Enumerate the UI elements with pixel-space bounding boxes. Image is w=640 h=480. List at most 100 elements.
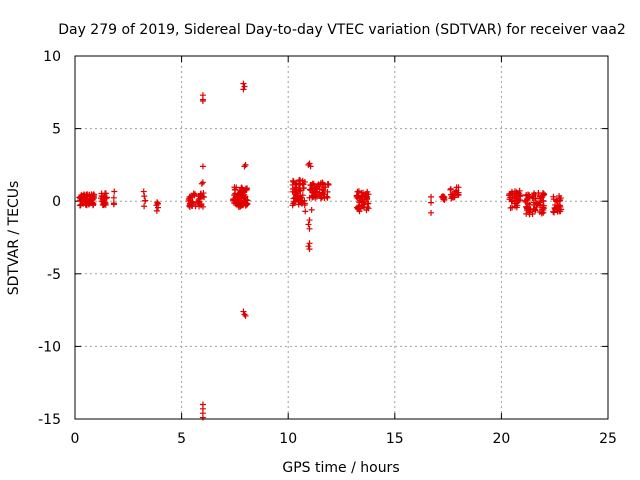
data-point [299,177,306,184]
data-point [82,200,89,207]
data-point [354,194,361,201]
data-point [360,189,367,196]
data-point [142,197,149,204]
y-tick-label: 0 [52,194,61,210]
data-point [301,201,308,208]
y-tick-label: 10 [43,49,61,65]
data-point [507,190,514,197]
data-point [199,98,206,105]
data-point [523,210,530,217]
data-point [438,193,445,200]
data-point [447,185,454,192]
data-point [428,199,435,206]
data-point [76,202,83,209]
data-point [240,86,247,93]
data-point [540,204,547,211]
data-point [237,194,244,201]
data-point [141,193,148,200]
data-point [552,206,559,213]
data-point [154,199,161,206]
data-point [187,198,194,205]
data-point [102,200,109,207]
data-point [556,193,563,200]
data-points [76,80,565,421]
data-point [290,200,297,207]
data-point [299,192,306,199]
data-point [306,246,313,253]
data-point [550,193,557,200]
data-point [555,202,562,209]
data-point [364,200,371,207]
data-point [232,190,239,197]
data-point [110,201,117,208]
data-point [306,160,313,167]
data-point [309,187,316,194]
chart-title: Day 279 of 2019, Sidereal Day-to-day VTE… [58,22,626,38]
data-point [525,193,532,200]
plot-frame [74,55,609,420]
data-point [526,201,533,208]
data-point [241,311,248,318]
data-point [292,190,299,197]
data-point [240,191,247,198]
data-point [90,201,97,208]
data-point [199,163,206,170]
data-point [538,210,545,217]
data-point [324,194,331,201]
data-point [290,177,297,184]
data-point [296,181,303,188]
y-tick-label: -15 [38,412,61,428]
data-point [242,185,249,192]
data-point [530,199,537,206]
data-point [556,197,563,204]
data-point [300,185,307,192]
data-point [299,200,306,207]
data-point [307,163,314,170]
data-point [540,197,547,204]
data-point [237,201,244,208]
data-point [310,193,317,200]
data-point [452,188,459,195]
axis-ticks: 0 5 10 15 20 25 -15 -10 -5 0 5 10 [38,49,617,447]
data-point [240,308,247,315]
data-point [243,186,250,193]
data-point [362,192,369,199]
data-point [314,184,321,191]
data-point [516,192,523,199]
data-point [537,201,544,208]
data-point [317,195,324,202]
data-point [306,225,313,232]
data-point [323,193,330,200]
data-point [141,203,148,210]
data-point [241,163,248,170]
data-point [198,202,205,209]
data-point [77,201,84,208]
data-point [241,83,248,90]
data-point [556,208,563,215]
data-point [360,199,367,206]
x-tick-label: 20 [492,431,510,447]
data-point [355,188,362,195]
data-point [289,188,296,195]
data-point [524,196,531,203]
data-point [88,191,95,198]
data-point [428,193,435,200]
x-tick-label: 5 [177,431,186,447]
data-point [305,221,312,228]
data-point [153,207,160,214]
data-point [83,191,90,198]
y-tick-label: -10 [38,339,61,355]
x-tick-label: 25 [599,431,617,447]
data-point [514,202,521,209]
y-tick-label: 5 [52,122,61,138]
data-point [324,188,331,195]
data-point [101,194,108,201]
data-point [189,192,196,199]
x-tick-label: 15 [386,431,404,447]
data-point [302,208,309,215]
data-point [199,179,206,186]
data-point [322,184,329,191]
data-point [307,182,314,189]
data-point [530,206,537,213]
data-point [308,206,315,213]
